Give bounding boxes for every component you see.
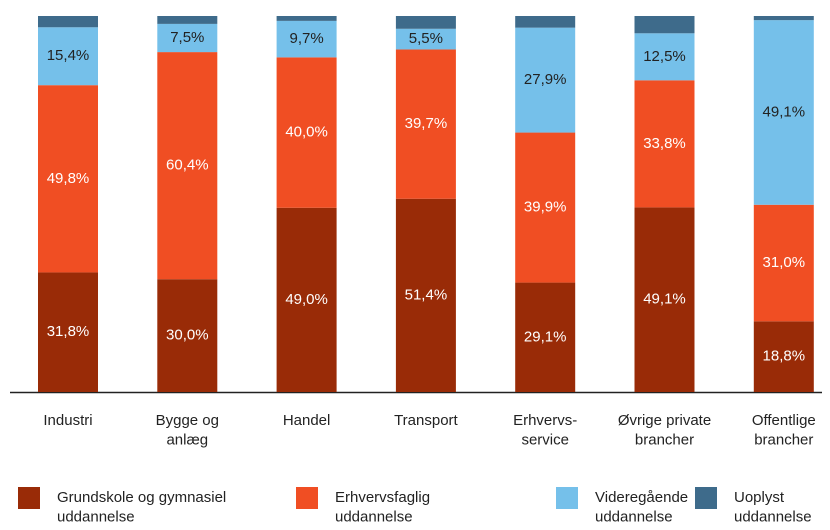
data-label: 51,4% xyxy=(405,286,448,303)
bar-segment xyxy=(753,16,814,21)
bar-segment xyxy=(38,85,98,273)
bar-segment xyxy=(276,16,337,21)
data-label: 60,4% xyxy=(166,157,209,174)
bar-segment xyxy=(515,282,576,392)
data-label: 27,9% xyxy=(524,71,567,88)
bar-segment xyxy=(395,28,456,50)
bar-segment xyxy=(634,207,695,392)
data-label: 12,5% xyxy=(643,48,686,65)
data-label: 30,0% xyxy=(166,327,209,344)
bar-segment xyxy=(395,198,456,392)
x-tick-label: Offentlige brancher xyxy=(752,412,816,449)
data-label: 39,9% xyxy=(524,199,567,216)
data-label: 31,8% xyxy=(47,323,90,340)
legend-label: Uoplyst uddannelse xyxy=(734,489,812,526)
bar-segment xyxy=(515,132,576,283)
bar-segment xyxy=(38,272,98,392)
data-label: 49,1% xyxy=(643,291,686,308)
data-label: 7,5% xyxy=(170,29,204,46)
x-tick-label: Bygge og anlæg xyxy=(156,412,219,449)
bar-segment xyxy=(276,207,337,392)
bar-segment xyxy=(157,23,218,53)
x-tick-label: Transport xyxy=(394,412,458,429)
bar-segment xyxy=(753,204,814,322)
data-label: 39,7% xyxy=(405,115,448,132)
x-tick-label: Erhvervs-service xyxy=(513,412,577,449)
bar-segment xyxy=(634,16,695,34)
data-label: 18,8% xyxy=(763,348,806,365)
bar-segment xyxy=(634,80,695,208)
legend-label: Videregående uddannelse xyxy=(595,489,688,526)
data-label: 49,1% xyxy=(763,103,806,120)
bar-segment xyxy=(753,20,814,205)
legend-swatch xyxy=(695,487,717,509)
bar-segment xyxy=(276,20,337,58)
bar-segment xyxy=(157,52,218,280)
data-label: 29,1% xyxy=(524,328,567,345)
data-label: 9,7% xyxy=(289,30,323,47)
legend-swatch xyxy=(296,487,318,509)
x-tick-label: Industri xyxy=(43,412,92,429)
data-label: 40,0% xyxy=(285,124,328,141)
bar-segment xyxy=(515,16,576,28)
bar-segment xyxy=(634,33,695,81)
legend-swatch xyxy=(18,487,40,509)
bar-segment xyxy=(276,57,337,208)
bar-segment xyxy=(515,27,576,133)
legend-label: Erhvervsfaglig uddannelse xyxy=(335,489,430,526)
bar-segment xyxy=(157,16,218,24)
x-tick-label: Handel xyxy=(283,412,331,429)
data-label: 5,5% xyxy=(409,30,443,47)
bar-segment xyxy=(38,27,98,86)
data-label: 49,0% xyxy=(285,291,328,308)
bar-segment xyxy=(753,321,814,392)
data-label: 49,8% xyxy=(47,170,90,187)
legend-label: Grundskole og gymnasiel uddannelse xyxy=(57,489,226,526)
bar-segment xyxy=(38,16,98,28)
data-label: 33,8% xyxy=(643,135,686,152)
bar-segment xyxy=(395,49,456,199)
legend-swatch xyxy=(556,487,578,509)
x-tick-label: Øvrige private brancher xyxy=(618,412,711,449)
bar-segment xyxy=(157,279,218,392)
bar-segment xyxy=(395,16,456,29)
data-label: 15,4% xyxy=(47,47,90,64)
data-label: 31,0% xyxy=(763,254,806,271)
